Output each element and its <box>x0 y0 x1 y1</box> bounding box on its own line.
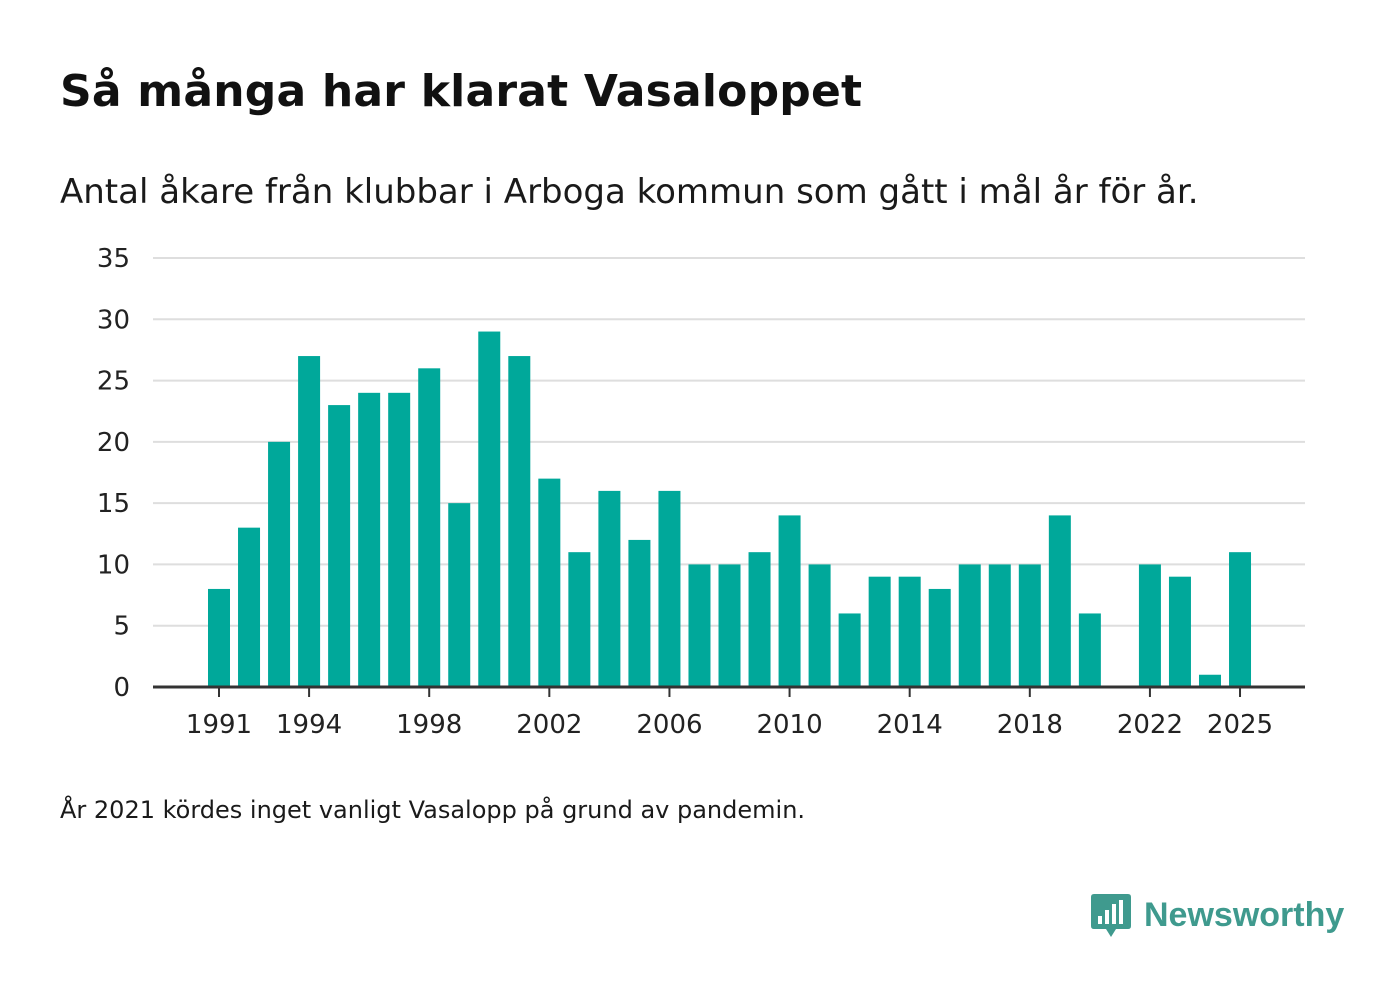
bar-2008[interactable] <box>718 564 741 687</box>
y-tick-label-35: 35 <box>97 244 130 274</box>
bar-1991[interactable] <box>208 588 230 687</box>
y-tick-label-10: 10 <box>97 550 130 580</box>
bar-2015[interactable] <box>928 588 951 687</box>
bar-2018[interactable] <box>1018 564 1041 687</box>
bar-2014[interactable] <box>898 576 921 687</box>
x-tick-label-2014: 2014 <box>877 710 943 740</box>
bar-2005[interactable] <box>628 539 651 687</box>
y-tick-label-25: 25 <box>97 367 130 397</box>
bar-2011[interactable] <box>808 564 831 687</box>
bar-2017[interactable] <box>988 564 1011 687</box>
x-tick-label-1998: 1998 <box>396 710 462 740</box>
x-tick-label-1994: 1994 <box>276 710 342 740</box>
bar-2025[interactable] <box>1229 552 1252 687</box>
y-tick-label-15: 15 <box>97 489 130 519</box>
bar-2009[interactable] <box>748 552 771 687</box>
bar-chart-speech-bubble-icon <box>1091 894 1131 937</box>
newsworthy-logo[interactable]: Newsworthy <box>1090 890 1344 940</box>
y-tick-label-20: 20 <box>97 428 130 458</box>
x-tick-label-2002: 2002 <box>516 710 582 740</box>
chart-title: Så många har klarat Vasaloppet <box>60 66 863 117</box>
x-tick-label-2006: 2006 <box>636 710 702 740</box>
bar-2019[interactable] <box>1048 515 1071 687</box>
bar-2001[interactable] <box>508 356 531 687</box>
x-tick-label-2018: 2018 <box>997 710 1063 740</box>
x-tick-label-2010: 2010 <box>756 710 822 740</box>
bar-2006[interactable] <box>658 490 681 687</box>
bar-2002[interactable] <box>538 478 561 687</box>
bar-2000[interactable] <box>478 331 501 687</box>
x-tick-label-2022: 2022 <box>1117 710 1183 740</box>
bar-2012[interactable] <box>838 613 861 687</box>
bar-2007[interactable] <box>688 564 711 687</box>
bar-2023[interactable] <box>1168 576 1191 687</box>
footnote: År 2021 kördes inget vanligt Vasalopp på… <box>60 796 806 824</box>
y-tick-label-30: 30 <box>97 305 130 335</box>
x-tick-label-1991: 1991 <box>186 710 252 740</box>
bar-1996[interactable] <box>358 392 381 687</box>
bar-2022[interactable] <box>1138 564 1161 687</box>
bar-1993[interactable] <box>268 441 291 687</box>
chart-subtitle: Antal åkare från klubbar i Arboga kommun… <box>60 172 1199 212</box>
bar-1999[interactable] <box>448 503 471 687</box>
bar-2020[interactable] <box>1078 613 1101 687</box>
bar-1998[interactable] <box>418 368 441 687</box>
bar-1997[interactable] <box>388 392 411 687</box>
bar-2013[interactable] <box>868 576 891 687</box>
bar-1995[interactable] <box>328 405 351 687</box>
bar-2016[interactable] <box>958 564 981 687</box>
bar-1994[interactable] <box>298 356 321 687</box>
brand-name: Newsworthy <box>1144 895 1345 934</box>
bar-2024[interactable] <box>1198 674 1221 687</box>
y-tick-label-5: 5 <box>113 612 130 642</box>
bar-2010[interactable] <box>778 515 801 687</box>
x-tick-label-2025: 2025 <box>1207 710 1273 740</box>
bar-1992[interactable] <box>238 527 261 687</box>
bars <box>208 331 1252 687</box>
bar-2004[interactable] <box>598 490 621 687</box>
bar-2003[interactable] <box>568 552 591 687</box>
y-tick-label-0: 0 <box>113 673 130 703</box>
